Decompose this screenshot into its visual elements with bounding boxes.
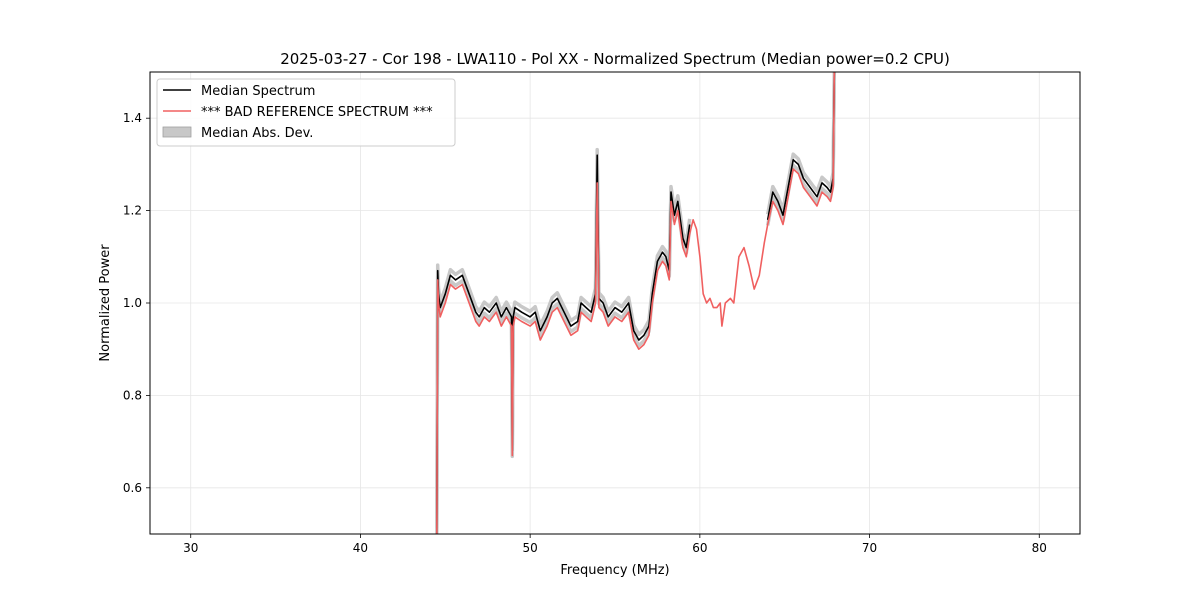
legend-box [156, 78, 456, 147]
x-tick-label: 30 [183, 541, 198, 555]
y-axis-label: Normalized Power [98, 244, 113, 362]
bad-reference-spectrum-line [436, 71, 836, 535]
legend-label-median-spectrum: Median Spectrum [201, 84, 315, 99]
chart-title: 2025-03-27 - Cor 198 - LWA110 - Pol XX -… [280, 50, 950, 68]
y-tick-label: 1.4 [123, 111, 142, 125]
x-axis-label: Frequency (MHz) [560, 563, 669, 578]
series-layer [436, 71, 836, 535]
x-tick-label: 60 [692, 541, 707, 555]
x-tick-label: 50 [523, 541, 538, 555]
x-tick-label: 70 [862, 541, 877, 555]
grid [150, 72, 1080, 534]
legend-swatch-median-abs-dev [162, 126, 192, 138]
y-tick-label: 1.2 [123, 204, 142, 218]
mad-band-upper [435, 71, 837, 529]
median-spectrum-line [436, 71, 836, 535]
y-tick-label: 0.6 [123, 481, 142, 495]
legend-label-median-abs-dev: Median Abs. Dev. [201, 126, 313, 141]
legend-label-bad-reference: *** BAD REFERENCE SPECTRUM *** [201, 105, 433, 120]
legend: Median Spectrum *** BAD REFERENCE SPECTR… [156, 78, 456, 147]
x-tick-label: 40 [353, 541, 368, 555]
y-tick-label: 1.0 [123, 296, 142, 310]
y-tick-label: 0.8 [123, 388, 142, 402]
ticks: 30 40 50 60 70 80 0.6 0.8 1.0 1.2 1.4 [123, 111, 1047, 555]
x-tick-label: 80 [1032, 541, 1047, 555]
